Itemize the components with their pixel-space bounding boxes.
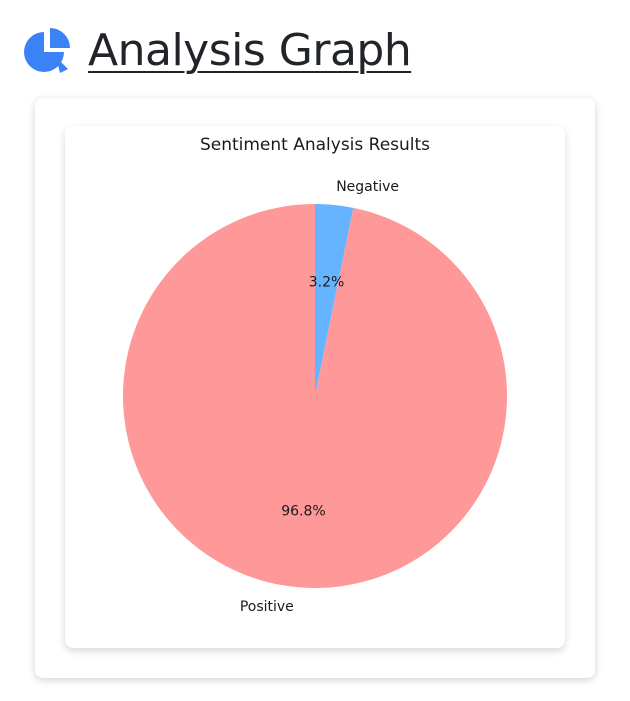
page-header: Analysis Graph bbox=[22, 26, 411, 76]
pie-chart: Sentiment Analysis Results Negative 3.2% P… bbox=[65, 126, 565, 648]
page-title[interactable]: Analysis Graph bbox=[88, 29, 411, 73]
pie-slices bbox=[123, 204, 507, 588]
chart-title: Sentiment Analysis Results bbox=[200, 135, 430, 155]
slice-label-negative: Negative bbox=[336, 179, 399, 195]
slice-percent-negative: 3.2% bbox=[309, 274, 345, 290]
chart-panel: Sentiment Analysis Results Negative 3.2% P… bbox=[65, 126, 565, 648]
slice-label-positive: Positive bbox=[240, 599, 294, 615]
slice-percent-positive: 96.8% bbox=[281, 504, 325, 520]
chart-card: Sentiment Analysis Results Negative 3.2% P… bbox=[35, 98, 595, 678]
pie-chart-icon bbox=[22, 26, 72, 76]
